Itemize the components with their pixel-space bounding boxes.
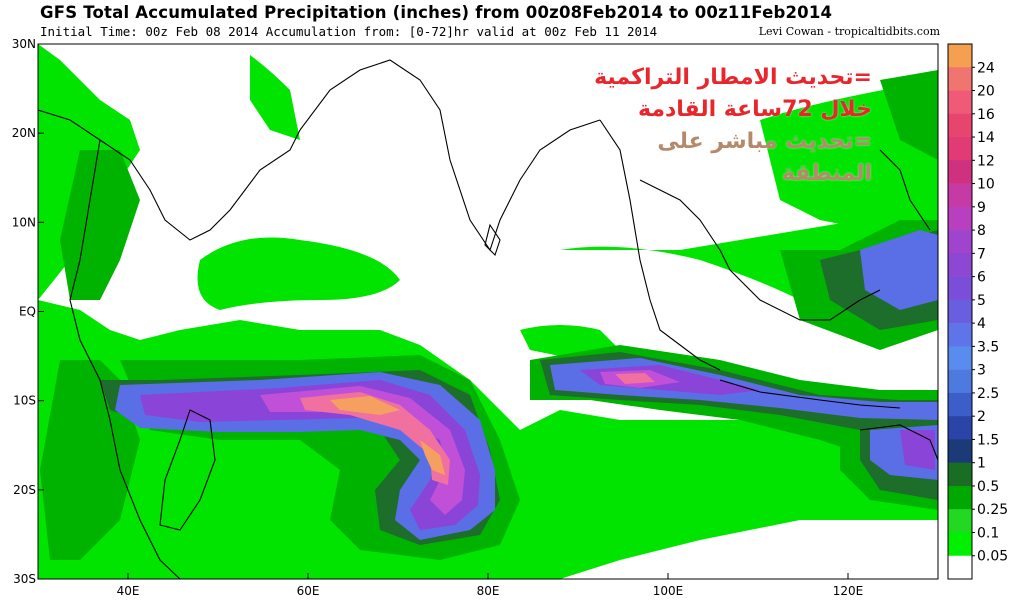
overlay-line-2: خلال 72ساعة القادمة <box>637 97 872 122</box>
colorbar-label: 16 <box>977 107 995 123</box>
colorbar-swatch <box>948 206 972 231</box>
colorbar-label: 24 <box>977 60 995 76</box>
colorbar-swatch <box>948 392 972 417</box>
colorbar-label: 0.25 <box>977 502 1008 518</box>
lon-tick-label: 80E <box>477 584 500 598</box>
colorbar-label: 8 <box>977 223 986 239</box>
colorbar-swatch <box>948 137 972 161</box>
colorbar-label: 14 <box>977 130 995 146</box>
overlay-line-4: المنطقة <box>781 161 872 186</box>
lat-tick-label: 10N <box>12 215 36 229</box>
colorbar-swatch <box>948 230 972 254</box>
colorbar-swatch <box>948 509 972 533</box>
lat-tick-label: 10S <box>13 394 36 408</box>
colorbar-label: 6 <box>977 270 986 286</box>
colorbar-label: 3.5 <box>977 339 999 355</box>
colorbar-swatch <box>948 253 972 277</box>
map-subtitle: Initial Time: 00z Feb 08 2014 Accumulati… <box>40 24 658 39</box>
lat-tick-label: 20N <box>12 126 36 140</box>
colorbar-swatch <box>948 485 972 510</box>
colorbar-label: 0.05 <box>977 549 1008 565</box>
colorbar-swatch <box>948 113 972 138</box>
colorbar-swatch <box>948 299 972 324</box>
colorbar-label: 4 <box>977 316 986 332</box>
colorbar-label: 10 <box>977 177 995 193</box>
colorbar-swatch <box>948 90 972 115</box>
colorbar-swatch <box>948 369 972 394</box>
arabic-overlay: =تحديث الامطار التراكمية خلال 72ساعة الق… <box>552 62 872 190</box>
colorbar-swatch <box>948 346 972 370</box>
map-credit: Levi Cowan - tropicaltidbits.com <box>758 25 940 38</box>
colorbar-swatch <box>948 44 972 68</box>
colorbar-label: 3 <box>977 363 986 379</box>
colorbar-label: 0.1 <box>977 525 999 541</box>
colorbar-swatch <box>948 160 972 184</box>
colorbar-swatch <box>948 276 972 301</box>
axis-labels: 40E 60E 80E 100E 120E 30N 20N 10N EQ 10S 20S 30S <box>12 37 864 598</box>
lat-tick-label: 30N <box>12 37 36 51</box>
map-title: GFS Total Accumulated Precipitation (inc… <box>40 3 833 22</box>
lat-tick-label: EQ <box>19 305 36 319</box>
lon-tick-label: 60E <box>297 584 320 598</box>
lat-tick-label: 20S <box>13 483 36 497</box>
lat-tick-label: 30S <box>13 572 36 586</box>
colorbar-label: 12 <box>977 153 995 169</box>
colorbar-swatch <box>948 439 972 463</box>
colorbar-label: 5 <box>977 293 986 309</box>
lon-tick-label: 120E <box>833 584 864 598</box>
colorbar: 24 20 16 14 12 10 9 8 7 6 5 4 3.5 3 2.5 2 1.5 1 0.5 0.25 0.1… <box>947 43 1008 580</box>
colorbar-swatch <box>948 555 972 580</box>
lon-tick-label: 40E <box>117 584 140 598</box>
colorbar-label: 1 <box>977 456 986 472</box>
colorbar-swatch <box>948 183 972 208</box>
colorbar-label: 1.5 <box>977 432 999 448</box>
colorbar-swatch <box>948 416 972 440</box>
colorbar-label: 20 <box>977 84 995 100</box>
lon-tick-label: 100E <box>653 584 684 598</box>
colorbar-label: 2.5 <box>977 386 999 402</box>
colorbar-outline <box>947 43 973 580</box>
overlay-line-1: =تحديث الامطار التراكمية <box>594 65 872 90</box>
colorbar-swatch <box>948 532 972 557</box>
colorbar-swatch <box>948 67 972 91</box>
colorbar-swatch <box>948 323 972 347</box>
axis-ticks <box>38 43 849 580</box>
colorbar-label: 9 <box>977 200 986 216</box>
precip-field <box>38 44 938 579</box>
overlay-line-3: =تحديث مباشر على <box>657 129 872 154</box>
colorbar-label: 7 <box>977 246 986 262</box>
coastlines <box>38 59 938 579</box>
colorbar-swatch <box>948 462 972 487</box>
colorbar-label: 2 <box>977 409 986 425</box>
colorbar-label: 0.5 <box>977 479 999 495</box>
